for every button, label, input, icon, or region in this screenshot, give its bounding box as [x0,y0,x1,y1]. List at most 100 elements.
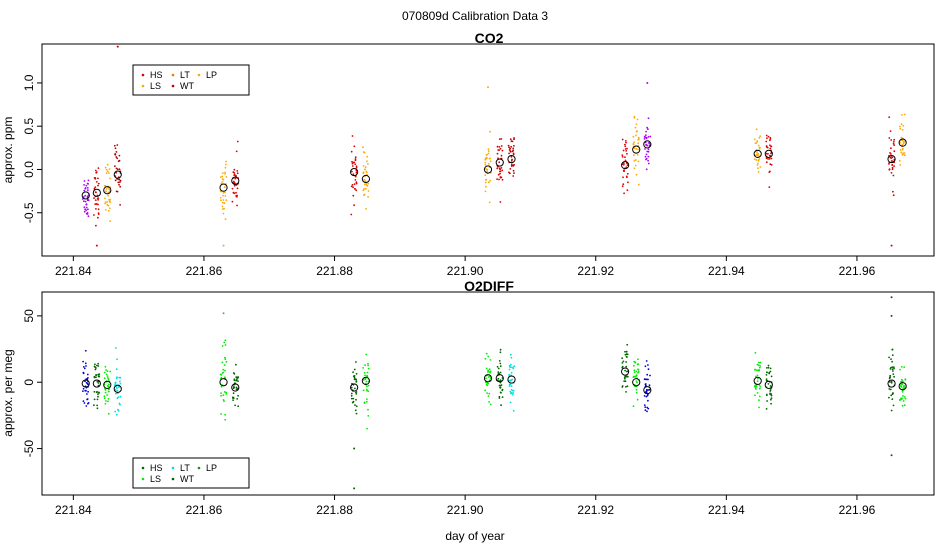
data-point [904,378,907,381]
data-point [510,371,513,374]
data-point [892,404,895,407]
series-mean-marker [621,367,630,376]
data-point [890,172,893,174]
data-point [97,208,100,211]
data-point [352,194,355,197]
data-point [624,145,627,148]
legend-label: HS [150,463,163,473]
series-mean-marker [643,140,652,149]
data-point [488,157,491,160]
data-point [235,150,238,153]
series-mean-marker [81,379,90,388]
data-point [224,369,226,372]
o2diff-panel: O2DIFF approx. per meg 221.84 221.86 221.8… [1,278,935,517]
series-mean-marker [632,145,641,154]
data-point [224,413,227,416]
outlier-point [890,296,893,299]
data-point [633,147,636,150]
data-point [635,391,638,394]
co2-points [81,45,907,247]
data-point [224,173,226,175]
data-point [509,363,512,366]
data-point [114,179,117,182]
data-point [353,161,356,164]
data-point [107,187,109,189]
data-point [236,398,239,400]
data-point [236,172,239,175]
series-mean-marker [361,376,370,385]
data-point [624,140,627,142]
data-point [757,162,759,165]
data-point [632,405,635,408]
data-point [83,206,86,209]
data-point [236,187,239,190]
data-point [892,373,895,375]
data-point [509,390,512,393]
data-point [114,147,117,150]
x-tick-label: 221.88 [316,503,353,517]
data-point [366,375,368,378]
data-point [622,149,625,152]
data-point [513,137,515,139]
data-point [635,374,638,377]
data-point [351,184,354,186]
data-point [82,366,85,368]
data-point [636,118,639,121]
data-point [893,165,895,168]
data-point [224,171,227,174]
y-tick-label: 0.5 [22,118,36,135]
data-point [633,141,635,144]
data-point [118,178,121,181]
data-point [635,159,637,161]
data-point [351,162,354,165]
data-point [95,181,98,183]
outlier-point [222,244,225,247]
data-point [237,394,240,397]
data-point [625,365,628,368]
data-point [510,159,513,162]
legend-label: HS [150,70,163,80]
data-point [510,155,513,158]
data-point [645,168,648,171]
data-point [220,199,222,202]
data-point [635,370,638,373]
data-point [84,187,87,189]
data-point [237,376,240,378]
data-point [94,363,96,366]
x-tick-label: 221.94 [708,264,745,278]
data-point [97,184,99,187]
series-mean-marker [898,382,907,391]
data-point [355,361,357,363]
data-point [637,358,639,361]
data-point [484,389,486,392]
data-point [499,170,502,173]
data-point [116,168,119,171]
data-point [350,213,353,216]
data-point [365,208,367,210]
data-point [117,386,120,388]
data-point [648,384,651,387]
data-point [511,378,514,381]
data-point [903,385,906,387]
data-point [97,182,100,185]
data-point [499,371,502,374]
data-point [484,190,487,193]
data-point [367,367,370,370]
data-point [644,141,647,144]
data-point [486,153,488,156]
data-point [84,389,87,392]
series-mean-marker [753,149,762,158]
data-point [485,156,488,159]
data-point [351,135,354,137]
data-point [497,371,500,373]
data-point [221,205,224,208]
data-point [104,389,107,391]
data-point [352,400,355,403]
figure-suptitle: 070809d Calibration Data 3 [402,9,548,23]
data-point [85,405,88,407]
data-point [116,157,119,160]
o2diff-ylabel: approx. per meg [1,349,15,436]
data-point [354,163,357,166]
x-tick-label: 221.90 [447,503,484,517]
